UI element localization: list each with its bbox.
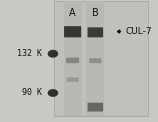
Ellipse shape (48, 50, 58, 58)
Text: 132 K: 132 K (17, 49, 42, 58)
FancyBboxPatch shape (67, 77, 79, 82)
Text: A: A (69, 8, 76, 18)
FancyBboxPatch shape (64, 26, 81, 37)
Bar (64, 1, 82, 116)
Ellipse shape (48, 89, 58, 97)
FancyBboxPatch shape (66, 58, 79, 63)
Bar (86, 1, 104, 116)
FancyBboxPatch shape (89, 58, 101, 63)
Text: 90 K: 90 K (22, 88, 42, 97)
Text: B: B (92, 8, 99, 18)
FancyBboxPatch shape (88, 103, 103, 112)
Bar (55, 1, 148, 117)
FancyBboxPatch shape (88, 27, 103, 37)
Text: CUL-7: CUL-7 (126, 27, 152, 36)
